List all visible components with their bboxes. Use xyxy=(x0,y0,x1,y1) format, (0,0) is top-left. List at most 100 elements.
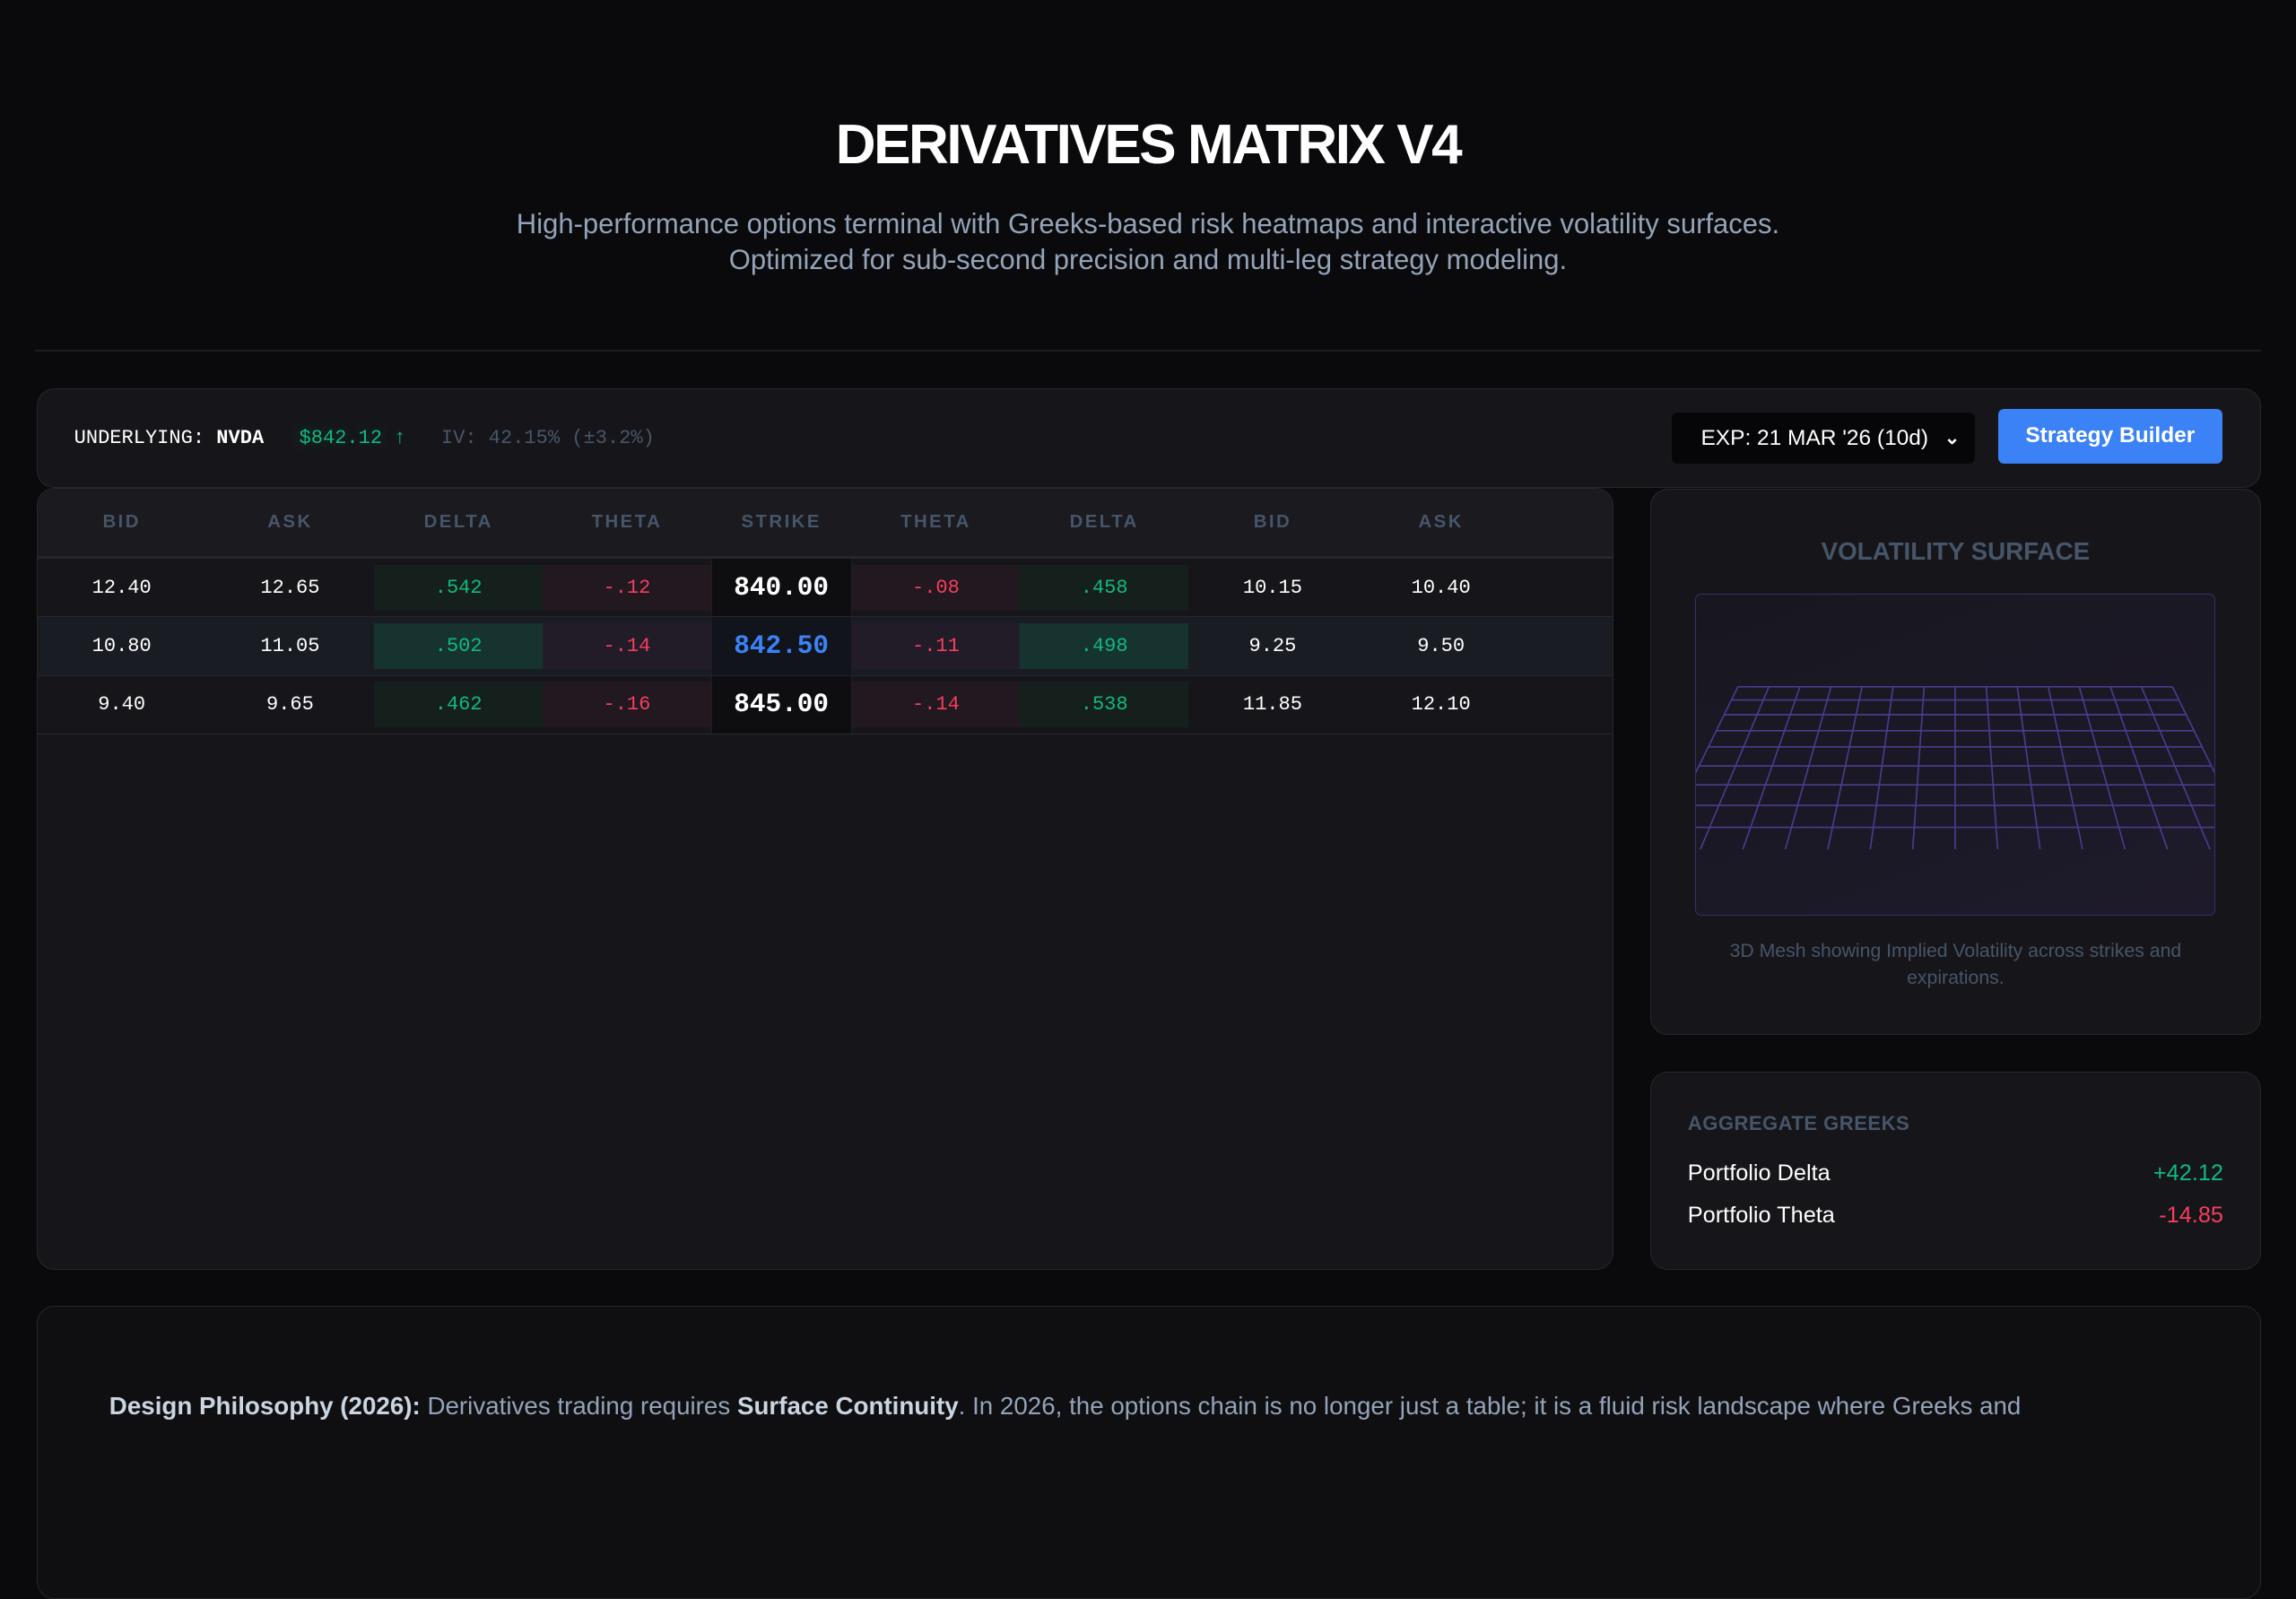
column-header[interactable]: DELTA xyxy=(423,511,493,532)
underlying-price: $842.12 ↑ xyxy=(299,427,406,450)
mesh-line xyxy=(2109,686,2169,850)
strike-cell[interactable]: 840.00 xyxy=(710,559,852,617)
symbol: NVDA xyxy=(216,427,265,450)
call-theta-value: -.14 xyxy=(543,622,711,670)
call-delta-value: .502 xyxy=(374,622,544,670)
put-theta-value: -.08 xyxy=(851,564,1021,611)
mesh-graphic xyxy=(1695,686,2214,850)
underlying-label: UNDERLYING: xyxy=(74,427,205,450)
page-title: DERIVATIVES MATRIX V4 xyxy=(835,113,1463,176)
put-theta-cell[interactable]: -.11 xyxy=(851,617,1021,674)
call-bid-cell[interactable]: 9.40 xyxy=(98,693,146,717)
put-bid-cell[interactable]: 11.85 xyxy=(1242,693,1302,717)
page-subtitle: High-performance options terminal with G… xyxy=(0,206,2296,278)
mesh-line xyxy=(2171,686,2214,774)
expiry-value: EXP: 21 MAR '26 (10d) xyxy=(1700,425,1929,450)
subtitle-line: High-performance options terminal with G… xyxy=(516,208,1780,240)
call-theta-value: -.16 xyxy=(543,682,711,728)
table-row[interactable]: 10.80 11.05 .502 -.14 842.50 -.11.498 9.25 9.50 xyxy=(37,617,1613,676)
philosophy-emphasis: Surface Continuity xyxy=(736,1392,959,1421)
strategy-builder-button[interactable]: Strategy Builder xyxy=(1997,409,2222,464)
mesh-caption: 3D Mesh showing Implied Volatility acros… xyxy=(1729,940,2182,989)
column-header[interactable]: BID xyxy=(102,511,141,532)
mesh-line xyxy=(1985,687,1999,850)
strike-cell[interactable]: 842.50 xyxy=(710,617,852,675)
subtitle-line: Optimized for sub-second precision and m… xyxy=(728,244,1568,276)
call-ask-cell[interactable]: 9.65 xyxy=(265,693,314,717)
put-bid-cell[interactable]: 10.15 xyxy=(1242,576,1302,599)
put-theta-value: -.11 xyxy=(851,622,1021,670)
call-delta-cell[interactable]: .542 xyxy=(374,559,544,616)
put-delta-value: .498 xyxy=(1020,622,1189,670)
column-header[interactable]: BID xyxy=(1253,511,1292,532)
chevron-down-icon: ⌄ xyxy=(1944,427,1961,448)
options-chain: BID ASK DELTA THETA STRIKE THETA DELTA BID ASK 1… xyxy=(36,487,1614,1270)
philosophy-text: Design Philosophy (2026): Derivatives tr… xyxy=(109,1386,2188,1427)
column-header[interactable]: THETA xyxy=(591,511,663,532)
portfolio-delta-row: Portfolio Delta +42.12 xyxy=(1688,1160,2223,1186)
put-theta-value: -.14 xyxy=(851,682,1021,728)
call-theta-cell[interactable]: -.16 xyxy=(543,676,711,734)
divider xyxy=(35,350,2261,352)
mesh-line xyxy=(1695,686,1739,774)
put-delta-cell[interactable]: .538 xyxy=(1020,676,1189,734)
put-ask-cell[interactable]: 12.10 xyxy=(1411,693,1471,717)
column-header[interactable]: ASK xyxy=(1418,511,1464,532)
panel-title: AGGREGATE GREEKS xyxy=(1687,1112,1910,1135)
mesh-line xyxy=(1742,686,1801,850)
put-ask-cell[interactable]: 10.40 xyxy=(1411,576,1471,599)
mesh-line xyxy=(2078,686,2126,850)
call-bid-cell[interactable]: 10.80 xyxy=(91,634,152,657)
philosophy-text-part: . In 2026, the options chain is no longe… xyxy=(958,1392,2022,1421)
put-delta-value: .538 xyxy=(1020,682,1189,728)
volatility-surface-panel: VOLATILITY SURFACE 3D Mesh showing Impli… xyxy=(1649,489,2261,1036)
mesh-line xyxy=(1911,687,1926,850)
call-bid-cell[interactable]: 12.40 xyxy=(91,576,152,599)
expiry-select[interactable]: EXP: 21 MAR '26 (10d) ⌄ xyxy=(1671,412,1975,464)
chain-header: BID ASK DELTA THETA STRIKE THETA DELTA BID ASK xyxy=(37,488,1613,560)
call-delta-value: .462 xyxy=(374,682,544,728)
ticker-bar: UNDERLYING: NVDA $842.12 ↑ IV: 42.15% (±… xyxy=(36,387,2261,488)
call-ask-cell[interactable]: 12.65 xyxy=(260,576,320,599)
call-delta-cell[interactable]: .462 xyxy=(374,676,544,734)
put-delta-cell[interactable]: .458 xyxy=(1020,559,1189,616)
philosophy-text-part: Derivatives trading requires xyxy=(420,1392,737,1421)
table-row[interactable]: 9.40 9.65 .462 -.16 845.00 -.14.538 11.85 12.10 xyxy=(37,675,1613,734)
call-delta-value: .542 xyxy=(374,564,544,611)
mesh-line xyxy=(1869,686,1894,850)
strike-cell[interactable]: 845.00 xyxy=(710,675,852,734)
mesh-line xyxy=(1827,686,1863,850)
call-theta-cell[interactable]: -.14 xyxy=(543,617,711,674)
aggregate-greeks-panel: AGGREGATE GREEKS Portfolio Delta +42.12 … xyxy=(1649,1072,2261,1270)
column-header[interactable]: STRIKE xyxy=(741,511,822,532)
greek-label: Portfolio Theta xyxy=(1687,1203,1835,1229)
table-row[interactable]: 12.40 12.65 .542 -.12 840.00 -.08.458 10.15 10.… xyxy=(37,559,1613,618)
mesh-line xyxy=(2140,686,2211,850)
column-header[interactable]: THETA xyxy=(900,511,971,532)
design-philosophy-panel: Design Philosophy (2026): Derivatives tr… xyxy=(36,1306,2261,1599)
call-theta-cell[interactable]: -.12 xyxy=(543,559,711,616)
portfolio-theta-row: Portfolio Theta -14.85 xyxy=(1688,1203,2223,1229)
column-header[interactable]: ASK xyxy=(267,511,313,532)
column-header[interactable]: DELTA xyxy=(1069,511,1139,532)
greek-label: Portfolio Delta xyxy=(1687,1160,1831,1186)
volatility-mesh[interactable] xyxy=(1694,594,2215,917)
call-delta-cell[interactable]: .502 xyxy=(374,617,544,674)
call-theta-value: -.12 xyxy=(543,564,711,611)
greek-value: +42.12 xyxy=(2152,1160,2223,1186)
put-ask-cell[interactable]: 9.50 xyxy=(1417,634,1465,657)
implied-volatility: IV: 42.15% (±3.2%) xyxy=(440,427,655,450)
put-delta-cell[interactable]: .498 xyxy=(1020,617,1189,674)
mesh-line xyxy=(2047,686,2083,850)
put-theta-cell[interactable]: -.14 xyxy=(851,676,1021,734)
philosophy-lead: Design Philosophy (2026): xyxy=(109,1392,421,1421)
put-bid-cell[interactable]: 9.25 xyxy=(1248,634,1297,657)
greek-value: -14.85 xyxy=(2159,1203,2223,1229)
put-theta-cell[interactable]: -.08 xyxy=(851,559,1021,616)
mesh-line xyxy=(1784,686,1832,850)
put-delta-value: .458 xyxy=(1020,564,1189,611)
mesh-line xyxy=(1700,686,1770,850)
mesh-line xyxy=(2016,686,2041,850)
call-ask-cell[interactable]: 11.05 xyxy=(260,634,320,657)
panel-title: VOLATILITY SURFACE xyxy=(1821,536,2091,565)
